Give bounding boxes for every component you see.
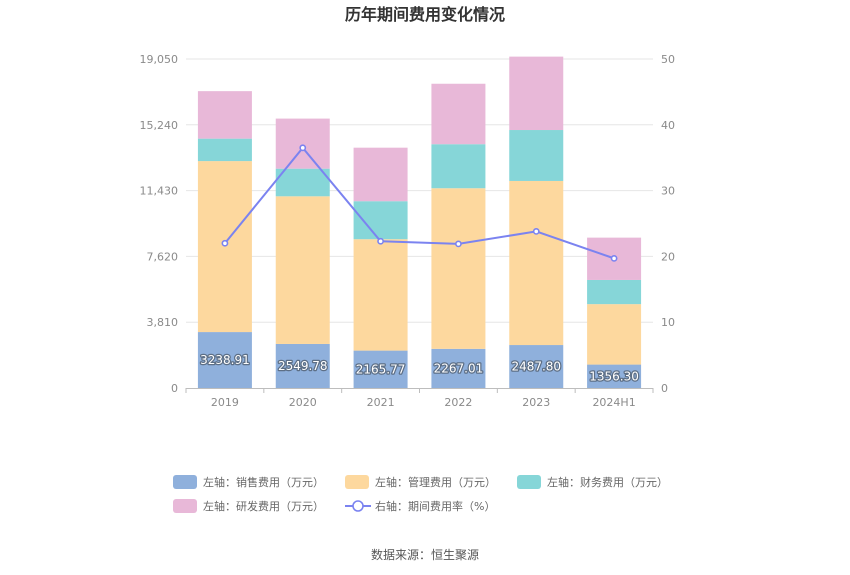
rate-point bbox=[299, 144, 307, 152]
bar-segment bbox=[275, 118, 330, 169]
axes: 0 0 3,810 10 7,620 20 11,430 30 15,240 40 19,050 50… bbox=[140, 53, 676, 409]
bar-segment bbox=[353, 201, 408, 240]
bar-data-label: 1356.30 bbox=[589, 369, 639, 383]
bar-segment bbox=[431, 348, 486, 388]
bar-segment bbox=[275, 196, 330, 344]
y-left-tick-label: 11,430 bbox=[140, 185, 179, 198]
legend-swatch bbox=[345, 475, 369, 489]
y-right-tick-label: 40 bbox=[661, 119, 675, 132]
y-right-tick-label: 50 bbox=[661, 53, 675, 66]
x-tick-label: 2024H1 bbox=[592, 396, 635, 409]
bar-segment bbox=[197, 332, 252, 388]
bar-segment bbox=[509, 345, 564, 388]
bar-data-label: 3238.91 bbox=[200, 353, 250, 367]
bar-segment bbox=[275, 168, 330, 197]
rate-point bbox=[455, 240, 462, 248]
bar-segment bbox=[509, 130, 564, 181]
bar-segment bbox=[587, 364, 642, 388]
bar-segment bbox=[275, 343, 330, 388]
legend-swatch bbox=[173, 475, 197, 489]
legend-label: 左轴：销售费用（万元） bbox=[203, 475, 324, 489]
y-right-tick-label: 30 bbox=[661, 185, 675, 198]
legend-swatch bbox=[517, 475, 541, 489]
y-right-tick-label: 0 bbox=[661, 382, 668, 395]
legend-label: 左轴：研发费用（万元） bbox=[203, 499, 324, 513]
bar-segment bbox=[431, 83, 486, 145]
bar-segment bbox=[431, 144, 486, 189]
bar-segment bbox=[353, 147, 408, 202]
chart-title: 历年期间费用变化情况 bbox=[345, 5, 505, 24]
bar-segment bbox=[509, 56, 564, 131]
legend-marker bbox=[352, 500, 364, 512]
legend-label: 左轴：财务费用（万元） bbox=[547, 475, 668, 489]
y-right-tick-label: 20 bbox=[661, 250, 675, 263]
x-tick-label: 2020 bbox=[289, 396, 317, 409]
x-tick-label: 2019 bbox=[211, 396, 239, 409]
bar-data-label: 2267.01 bbox=[434, 361, 484, 375]
bar-segment bbox=[509, 180, 564, 346]
grid bbox=[186, 58, 653, 323]
rate-line-path bbox=[224, 146, 615, 260]
y-left-tick-label: 0 bbox=[171, 382, 178, 395]
x-tick-label: 2021 bbox=[367, 396, 395, 409]
y-right-tick-label: 10 bbox=[661, 316, 675, 329]
rate-point bbox=[221, 239, 229, 247]
bar-data-label: 2549.78 bbox=[278, 359, 328, 373]
rate-line bbox=[221, 144, 618, 262]
y-left-tick-label: 19,050 bbox=[140, 53, 179, 66]
bar-data-label: 2165.77 bbox=[356, 362, 406, 376]
legend-swatch bbox=[173, 499, 197, 513]
x-tick-label: 2023 bbox=[522, 396, 550, 409]
bar-segment bbox=[197, 91, 252, 139]
bar-segment bbox=[353, 239, 408, 351]
bar-data-label: 2487.80 bbox=[511, 360, 561, 374]
rate-point bbox=[377, 237, 384, 245]
bar-segment bbox=[587, 279, 642, 305]
legend-label: 右轴：期间费用率（%） bbox=[375, 499, 495, 513]
rate-point bbox=[532, 227, 540, 235]
rate-point bbox=[610, 254, 618, 262]
y-left-tick-label: 7,620 bbox=[147, 250, 179, 263]
legend: 左轴：销售费用（万元） 左轴：管理费用（万元） 左轴：财务费用（万元） 左轴：研发费用… bbox=[173, 475, 668, 513]
x-tick-label: 2022 bbox=[444, 396, 472, 409]
bar-segment bbox=[431, 188, 486, 349]
bar-segment bbox=[587, 304, 642, 365]
bars bbox=[197, 56, 642, 388]
legend-label: 左轴：管理费用（万元） bbox=[375, 475, 496, 489]
y-left-tick-label: 15,240 bbox=[140, 119, 179, 132]
data-labels: 3238.91 2549.78 2165.77 2267.01 2487.80 1356.… bbox=[199, 352, 640, 385]
bar-segment bbox=[197, 138, 252, 162]
y-left-tick-label: 3,810 bbox=[147, 316, 179, 329]
source-note: 数据来源：恒生聚源 bbox=[371, 547, 479, 562]
bar-segment bbox=[353, 350, 408, 388]
